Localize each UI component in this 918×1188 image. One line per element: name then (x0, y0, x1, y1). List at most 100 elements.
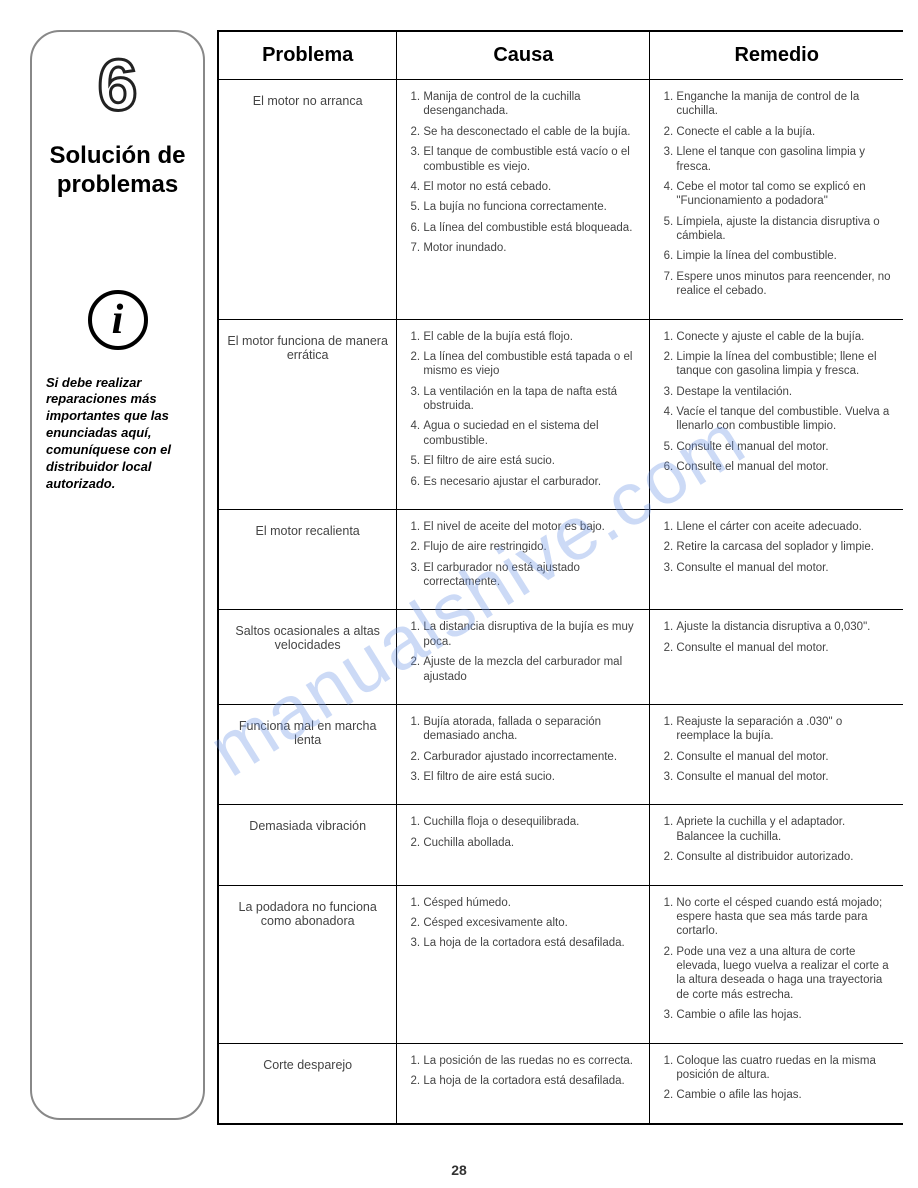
list-item: Consulte el manual del motor. (676, 641, 895, 655)
table-row: Demasiada vibraciónCuchilla floja o dese… (219, 805, 903, 885)
remedy-list: No corte el césped cuando está mojado; e… (658, 896, 895, 1023)
list-item: Consulte el manual del motor. (676, 460, 895, 474)
cause-list: Cuchilla floja o desequilibrada.Cuchilla… (405, 815, 641, 850)
cause-cell: Cuchilla floja o desequilibrada.Cuchilla… (397, 805, 650, 885)
table-row: El motor funciona de manera erráticaEl c… (219, 319, 903, 509)
list-item: Bujía atorada, fallada o separación dema… (423, 715, 641, 744)
problem-cell: El motor funciona de manera errática (219, 319, 397, 509)
list-item: Agua o suciedad en el sistema del combus… (423, 419, 641, 448)
cause-list: Césped húmedo. Césped excesivamente alto.… (405, 896, 641, 951)
remedy-cell: Llene el cárter con aceite adecuado. Reti… (650, 509, 903, 610)
list-item: Consulte el manual del motor. (676, 440, 895, 454)
list-item: Es necesario ajustar el carburador. (423, 475, 641, 489)
list-item: Carburador ajustado incorrectamente. (423, 750, 641, 764)
list-item: Retire la carcasa del soplador y limpie. (676, 540, 895, 554)
sidebar-note: Si debe realizar reparaciones más import… (42, 375, 193, 493)
remedy-cell: Coloque las cuatro ruedas en la misma po… (650, 1043, 903, 1123)
troubleshooting-table: Problema Causa Remedio El motor no arran… (219, 32, 903, 1123)
list-item: Flujo de aire restringido. (423, 540, 641, 554)
list-item: El nivel de aceite del motor es bajo. (423, 520, 641, 534)
sidebar: 6 Solución de problemas i Si debe realiz… (30, 30, 205, 1120)
remedy-list: Conecte y ajuste el cable de la bujía.Li… (658, 330, 895, 475)
problem-cell: Saltos ocasionales a altas velocidades (219, 610, 397, 705)
problem-cell: La podadora no funciona como abonadora (219, 885, 397, 1043)
list-item: La distancia disruptiva de la bujía es m… (423, 620, 641, 649)
header-remedio: Remedio (650, 32, 903, 80)
list-item: La bujía no funciona correctamente. (423, 200, 641, 214)
cause-cell: El cable de la bujía está flojo.La línea… (397, 319, 650, 509)
remedy-cell: Enganche la manija de control de la cuch… (650, 80, 903, 320)
problem-cell: Demasiada vibración (219, 805, 397, 885)
problem-cell: Corte desparejo (219, 1043, 397, 1123)
table-row: El motor no arranca Manija de control de … (219, 80, 903, 320)
remedy-cell: Conecte y ajuste el cable de la bujía.Li… (650, 319, 903, 509)
problem-cell: El motor recalienta (219, 509, 397, 610)
list-item: El carburador no está ajustado correctam… (423, 561, 641, 590)
list-item: El tanque de combustible está vacío o el… (423, 145, 641, 174)
remedy-cell: Reajuste la separación a .030" o reempla… (650, 704, 903, 805)
cause-cell: Césped húmedo. Césped excesivamente alto.… (397, 885, 650, 1043)
remedy-list: Apriete la cuchilla y el adaptador. Bala… (658, 815, 895, 864)
header-causa: Causa (397, 32, 650, 80)
list-item: La posición de las ruedas no es correcta… (423, 1054, 641, 1068)
remedy-cell: No corte el césped cuando está mojado; e… (650, 885, 903, 1043)
list-item: Llene el tanque con gasolina limpia y fr… (676, 145, 895, 174)
problem-cell: Funciona mal en marcha lenta (219, 704, 397, 805)
list-item: Manija de control de la cuchilla desenga… (423, 90, 641, 119)
cause-list: La posición de las ruedas no es correcta… (405, 1054, 641, 1089)
cause-list: El nivel de aceite del motor es bajo. Flu… (405, 520, 641, 590)
list-item: El cable de la bujía está flojo. (423, 330, 641, 344)
list-item: Motor inundado. (423, 241, 641, 255)
section-number: 6 (97, 50, 137, 122)
list-item: No corte el césped cuando está mojado; e… (676, 896, 895, 939)
list-item: La hoja de la cortadora está desafilada. (423, 1074, 641, 1088)
page-container: 6 Solución de problemas i Si debe realiz… (0, 0, 918, 1145)
table-row: Saltos ocasionales a altas velocidades La… (219, 610, 903, 705)
list-item: La hoja de la cortadora está desafilada. (423, 936, 641, 950)
list-item: Consulte al distribuidor autorizado. (676, 850, 895, 864)
cause-cell: La posición de las ruedas no es correcta… (397, 1043, 650, 1123)
table-row: La podadora no funciona como abonadoraCé… (219, 885, 903, 1043)
list-item: Limpie la línea del combustible. (676, 249, 895, 263)
section-title: Solución de problemas (42, 142, 193, 200)
header-problema: Problema (219, 32, 397, 80)
table-row: Funciona mal en marcha lenta Bujía atorad… (219, 704, 903, 805)
remedy-list: Enganche la manija de control de la cuch… (658, 90, 895, 299)
list-item: Apriete la cuchilla y el adaptador. Bala… (676, 815, 895, 844)
list-item: Césped húmedo. (423, 896, 641, 910)
list-item: Límpiela, ajuste la distancia disruptiva… (676, 215, 895, 244)
list-item: Consulte el manual del motor. (676, 561, 895, 575)
list-item: Cambie o afile las hojas. (676, 1008, 895, 1022)
cause-list: Manija de control de la cuchilla desenga… (405, 90, 641, 255)
list-item: Ajuste la distancia disruptiva a 0,030". (676, 620, 895, 634)
cause-list: El cable de la bujía está flojo.La línea… (405, 330, 641, 489)
list-item: Cambie o afile las hojas. (676, 1088, 895, 1102)
list-item: Césped excesivamente alto. (423, 916, 641, 930)
list-item: Reajuste la separación a .030" o reempla… (676, 715, 895, 744)
list-item: Consulte el manual del motor. (676, 750, 895, 764)
remedy-list: Ajuste la distancia disruptiva a 0,030".… (658, 620, 895, 655)
list-item: Pode una vez a una altura de corte eleva… (676, 945, 895, 1003)
list-item: Cuchilla abollada. (423, 836, 641, 850)
remedy-list: Coloque las cuatro ruedas en la misma po… (658, 1054, 895, 1103)
remedy-cell: Apriete la cuchilla y el adaptador. Bala… (650, 805, 903, 885)
list-item: La ventilación en la tapa de nafta está … (423, 385, 641, 414)
info-icon: i (88, 290, 148, 350)
page-number: 28 (0, 1162, 918, 1178)
list-item: El filtro de aire está sucio. (423, 770, 641, 784)
list-item: Espere unos minutos para reencender, no … (676, 270, 895, 299)
remedy-list: Reajuste la separación a .030" o reempla… (658, 715, 895, 785)
list-item: Coloque las cuatro ruedas en la misma po… (676, 1054, 895, 1083)
list-item: El filtro de aire está sucio. (423, 454, 641, 468)
list-item: Llene el cárter con aceite adecuado. (676, 520, 895, 534)
problem-cell: El motor no arranca (219, 80, 397, 320)
list-item: Cebe el motor tal como se explicó en "Fu… (676, 180, 895, 209)
cause-cell: Bujía atorada, fallada o separación dema… (397, 704, 650, 805)
troubleshooting-table-wrap: Problema Causa Remedio El motor no arran… (217, 30, 903, 1125)
cause-list: La distancia disruptiva de la bujía es m… (405, 620, 641, 684)
table-row: El motor recalientaEl nivel de aceite de… (219, 509, 903, 610)
cause-cell: El nivel de aceite del motor es bajo. Flu… (397, 509, 650, 610)
list-item: Consulte el manual del motor. (676, 770, 895, 784)
list-item: Se ha desconectado el cable de la bujía. (423, 125, 641, 139)
cause-cell: Manija de control de la cuchilla desenga… (397, 80, 650, 320)
